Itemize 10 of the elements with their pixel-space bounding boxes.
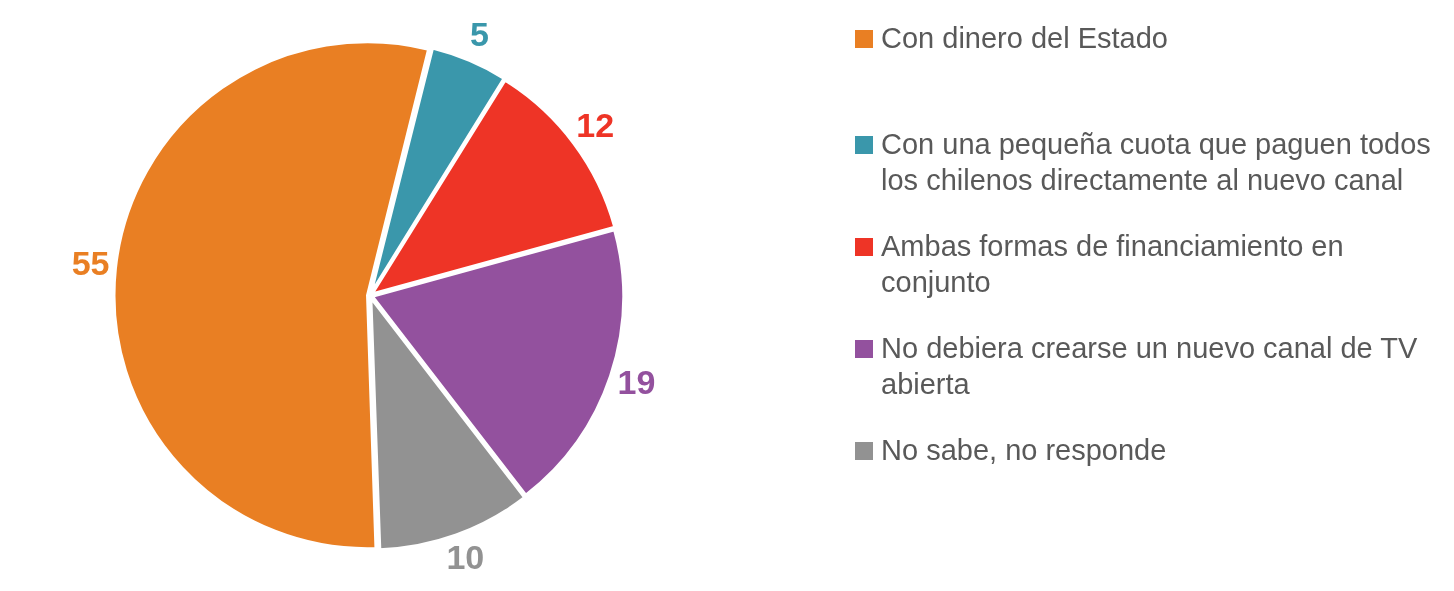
data-label: 5 — [470, 15, 490, 54]
legend-label: Ambas formas de financiamiento en conjunto — [881, 229, 1345, 300]
legend-label: No sabe, no responde — [881, 433, 1167, 468]
legend-label: Con una pequeña cuota que paguen todos los chilenos directamente al nuevo canal — [881, 127, 1432, 198]
data-label: 55 — [71, 244, 110, 283]
legend-label: Con dinero del Estado — [881, 21, 1168, 56]
data-label: 10 — [446, 538, 485, 577]
data-label: 19 — [617, 363, 656, 402]
data-label: 12 — [576, 105, 615, 144]
legend-label: No debiera crearse un nuevo canal de TV abierta — [881, 331, 1419, 402]
